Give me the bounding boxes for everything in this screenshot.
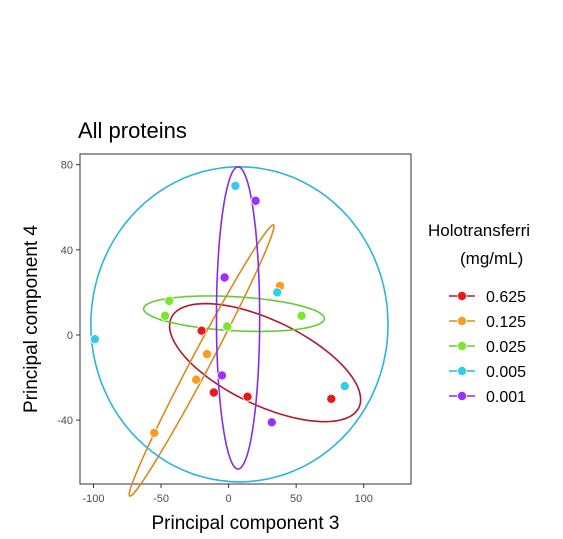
legend-label: 0.125 [486,314,526,331]
x-axis: -100 -50 0 50 100 [82,484,373,505]
x-tick-label: -100 [82,493,104,505]
y-tick-label: 0 [67,330,73,342]
data-point-0_125 [201,349,212,360]
data-point-0_125 [191,374,202,385]
legend-item-0_125: 0.125 [449,314,526,331]
data-point-0_025 [296,310,307,321]
legend-key-point [456,390,467,401]
x-tick-label: -50 [153,493,169,505]
y-tick-label: 40 [61,245,73,257]
x-tick-label: 50 [290,493,302,505]
legend-item-0_025: 0.025 [449,339,526,356]
x-axis-title: Principal component 3 [152,513,340,534]
data-point-0_005 [272,287,283,298]
x-tick-label: 100 [355,493,373,505]
y-axis-title: Principal component 4 [21,225,42,413]
legend-key-point [456,290,467,301]
data-point-0_001 [219,272,230,283]
data-point-0_625 [326,393,337,404]
ellipse-0_025 [142,295,326,333]
legend: Holotransferri (mg/mL) 0.6250.1250.0250.… [428,221,530,406]
y-tick-label: -40 [57,415,73,427]
legend-key-point [456,365,467,376]
data-point-0_001 [216,370,227,381]
plot-panel [79,153,412,485]
point-layer [89,180,350,438]
data-point-0_005 [339,381,350,392]
legend-label: 0.625 [486,289,526,306]
data-point-0_625 [196,325,207,336]
legend-item-0_001: 0.001 [449,389,526,406]
data-point-0_025 [160,310,171,321]
data-point-0_001 [250,195,261,206]
ellipse-0_005 [89,165,389,483]
legend-key-point [456,315,467,326]
data-point-0_625 [208,387,219,398]
data-point-0_625 [242,391,253,402]
y-axis: -40 0 40 80 [57,160,80,427]
ellipse-layer [89,165,389,497]
data-point-0_125 [149,427,160,438]
legend-label: 0.005 [486,364,526,381]
legend-key-point [456,340,467,351]
data-point-0_005 [89,334,100,345]
plot-area [89,165,389,497]
data-point-0_001 [266,417,277,428]
ellipse-0_125 [128,224,275,497]
legend-label: 0.025 [486,339,526,356]
legend-title-line2: (mg/mL) [460,249,523,268]
legend-title-line1: Holotransferri [428,221,530,240]
data-point-0_025 [164,295,175,306]
legend-item-0_005: 0.005 [449,364,526,381]
y-tick-label: 80 [61,160,73,172]
legend-label: 0.001 [486,389,526,406]
ellipse-0_001 [215,165,261,470]
legend-item-0_625: 0.625 [449,289,526,306]
legend-items: 0.625 0.125 0.025 0.005 0.001 [449,289,526,406]
x-tick-label: 0 [226,493,232,505]
chart-title: All proteins [78,118,187,143]
data-point-0_005 [230,180,241,191]
data-point-0_025 [222,321,233,332]
